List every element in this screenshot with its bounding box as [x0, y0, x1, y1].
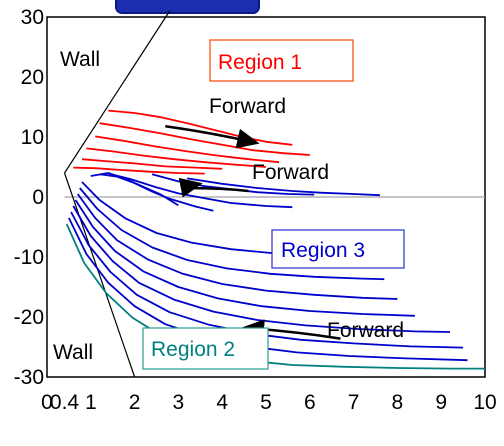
x-tick-label: 0 — [41, 391, 53, 414]
x-tick-label: 3 — [173, 391, 185, 414]
curve-region-1-3 — [86, 147, 267, 168]
x-tick-label: 8 — [392, 391, 404, 414]
lower-wall-line — [63, 172, 136, 378]
upper-wall-line — [64, 10, 171, 174]
region-1-label: Region 1 — [218, 51, 302, 74]
y-tick-label: -20 — [14, 306, 44, 329]
x-tick-label: 2 — [129, 391, 141, 414]
y-tick-label: 20 — [21, 66, 44, 89]
curve-region-3-4 — [187, 177, 380, 197]
curve-region-1-1 — [99, 122, 310, 156]
x-tick-label: 1 — [85, 391, 97, 414]
title-badge — [115, 0, 260, 14]
x-tick-label: 10 — [473, 391, 496, 414]
forward-label-1: Forward — [209, 95, 286, 118]
region-2-box — [142, 327, 269, 370]
x-tick-label: 4 — [216, 391, 228, 414]
curve-region-1-2 — [95, 135, 280, 164]
forward-arrow-1 — [165, 124, 260, 149]
x-axis-ticks: 00.4 1 2 3 4 5 6 7 8 9 10 — [41, 391, 497, 414]
wall-label-lower: Wall — [53, 341, 93, 364]
x-tick-label: 9 — [435, 391, 447, 414]
curve-region-1-4 — [81, 158, 223, 170]
y-axis-ticks: 30 20 10 0 -10 -20 -30 — [14, 6, 44, 389]
y-tick-label: 0 — [32, 186, 44, 209]
y-tick-label: -30 — [14, 366, 44, 389]
curve-region-1-5 — [73, 166, 205, 175]
trajectory-curves — [65, 109, 485, 370]
x-tick-label: 6 — [304, 391, 316, 414]
x-tick-label: 0.4 — [50, 391, 80, 414]
forward-label-3: Forward — [327, 319, 404, 342]
region-3-box — [271, 229, 405, 269]
curve-region-3-10 — [70, 211, 464, 349]
wall-label-upper: Wall — [60, 48, 100, 71]
y-tick-label: -10 — [14, 246, 44, 269]
y-tick-label: 30 — [21, 6, 44, 29]
curve-region-3-9 — [72, 205, 451, 333]
region-3-label: Region 3 — [281, 239, 365, 262]
forward-arrow-2 — [178, 177, 249, 198]
forward-label-2: Forward — [252, 161, 329, 184]
curve-region-1-0 — [108, 109, 293, 146]
region-1-box — [209, 39, 354, 82]
curve-region-3-7 — [76, 193, 398, 300]
curve-region-3-8 — [74, 199, 415, 317]
x-tick-label: 7 — [348, 391, 360, 414]
curve-region-3-6 — [79, 187, 385, 281]
region-2-label: Region 2 — [151, 338, 235, 361]
y-tick-label: 10 — [21, 126, 44, 149]
x-tick-label: 5 — [260, 391, 272, 414]
